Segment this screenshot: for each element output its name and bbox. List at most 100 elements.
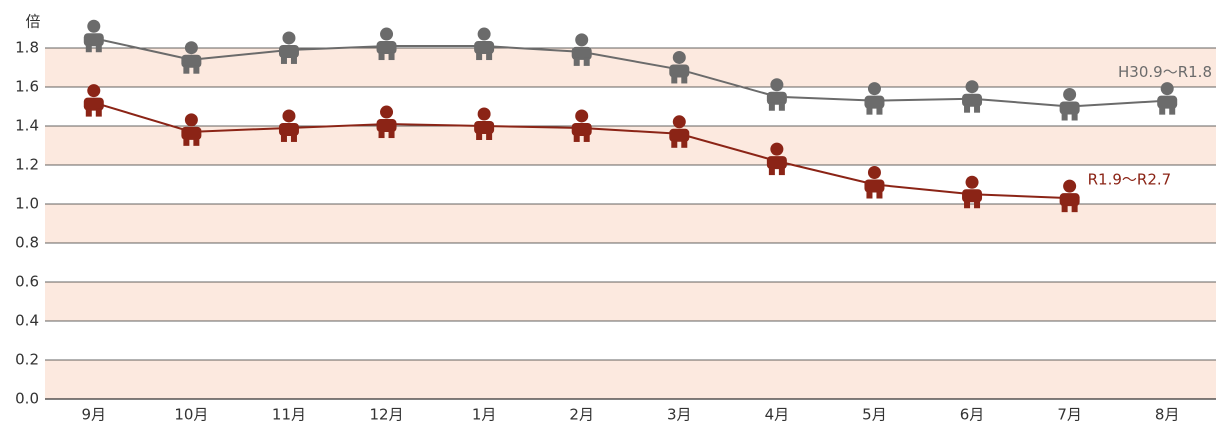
marker-leg xyxy=(671,139,678,148)
marker-leg xyxy=(476,52,483,61)
person-marker xyxy=(766,142,787,176)
marker-leg xyxy=(964,104,971,113)
marker-head xyxy=(282,31,296,45)
marker-head xyxy=(380,105,394,119)
person-marker xyxy=(864,166,885,199)
marker-head xyxy=(87,84,101,98)
marker-leg xyxy=(974,104,981,113)
marker-leg xyxy=(1071,204,1078,213)
person-marker xyxy=(278,109,299,142)
marker-head xyxy=(672,115,686,129)
person-marker xyxy=(474,107,495,140)
marker-leg xyxy=(1061,112,1068,121)
background-band xyxy=(45,360,1216,399)
person-marker xyxy=(962,80,983,113)
person-marker xyxy=(1059,88,1080,121)
marker-head xyxy=(380,27,394,41)
marker-leg xyxy=(876,190,883,199)
person-marker xyxy=(864,82,885,115)
marker-body xyxy=(1059,193,1080,207)
marker-body xyxy=(1157,95,1178,109)
x-tick-label: 7月 xyxy=(1057,406,1082,424)
person-marker xyxy=(278,31,299,64)
person-marker xyxy=(669,50,690,84)
x-tick-label: 5月 xyxy=(862,406,887,424)
marker-head xyxy=(965,80,979,94)
marker-leg xyxy=(876,106,883,115)
marker-body xyxy=(962,189,983,203)
x-tick-label: 12月 xyxy=(369,406,403,424)
marker-head xyxy=(965,175,979,189)
marker-leg xyxy=(583,57,590,66)
x-tick-label: 11月 xyxy=(272,406,306,424)
y-axis-unit: 倍 xyxy=(25,13,40,31)
marker-body xyxy=(571,122,592,136)
x-tick-label: 6月 xyxy=(960,406,985,424)
marker-leg xyxy=(193,137,200,146)
person-marker xyxy=(1157,82,1178,115)
x-tick-label: 4月 xyxy=(765,406,790,424)
marker-leg xyxy=(486,52,493,61)
marker-leg xyxy=(378,52,385,61)
person-marker xyxy=(181,41,202,74)
marker-head xyxy=(87,19,101,33)
marker-leg xyxy=(974,200,981,209)
series-line xyxy=(93,37,1168,108)
marker-leg xyxy=(388,130,395,139)
marker-leg xyxy=(85,44,92,53)
marker-body xyxy=(962,93,983,107)
marker-head xyxy=(770,142,784,156)
background-band xyxy=(45,282,1216,321)
person-marker xyxy=(474,27,495,61)
marker-head xyxy=(184,41,198,55)
marker-leg xyxy=(573,57,580,66)
marker-leg xyxy=(681,139,688,148)
marker-body xyxy=(83,97,104,111)
background-band xyxy=(45,204,1216,243)
y-tick-label: 1.8 xyxy=(15,39,39,57)
series-label: R1.9～R2.7 xyxy=(1088,171,1172,189)
x-tick-label: 8月 xyxy=(1155,406,1180,424)
person-marker xyxy=(83,84,104,117)
marker-head xyxy=(477,27,491,41)
marker-body xyxy=(669,128,690,142)
marker-leg xyxy=(486,132,493,140)
marker-leg xyxy=(1061,204,1068,213)
marker-leg xyxy=(681,75,688,84)
y-tick-label: 1.2 xyxy=(15,156,39,174)
marker-leg xyxy=(573,133,580,142)
marker-leg xyxy=(476,132,483,140)
person-marker xyxy=(669,115,690,148)
marker-body xyxy=(83,33,104,47)
background-band xyxy=(45,48,1216,87)
marker-head xyxy=(1063,88,1077,101)
background-band xyxy=(45,126,1216,165)
marker-body xyxy=(474,41,495,55)
marker-body xyxy=(766,156,787,170)
y-tick-label: 0.8 xyxy=(15,234,39,252)
marker-head xyxy=(575,33,589,47)
y-tick-label: 1.6 xyxy=(15,78,39,96)
person-marker xyxy=(1059,179,1080,213)
marker-head xyxy=(477,107,491,121)
marker-head xyxy=(282,109,296,123)
marker-leg xyxy=(183,137,190,146)
marker-head xyxy=(770,78,784,92)
x-tick-label: 10月 xyxy=(174,406,208,424)
marker-leg xyxy=(280,55,287,64)
person-marker xyxy=(376,27,397,61)
marker-head xyxy=(1160,82,1174,96)
marker-body xyxy=(669,64,690,78)
person-marker xyxy=(766,78,787,111)
marker-body xyxy=(181,126,202,140)
y-tick-label: 1.4 xyxy=(15,117,39,135)
y-tick-label: 1.0 xyxy=(15,195,39,213)
marker-body xyxy=(474,121,495,134)
marker-leg xyxy=(290,55,297,64)
marker-leg xyxy=(768,102,775,111)
person-marker xyxy=(181,113,202,146)
marker-leg xyxy=(1159,106,1166,115)
marker-body xyxy=(376,41,397,55)
marker-body xyxy=(864,179,885,193)
